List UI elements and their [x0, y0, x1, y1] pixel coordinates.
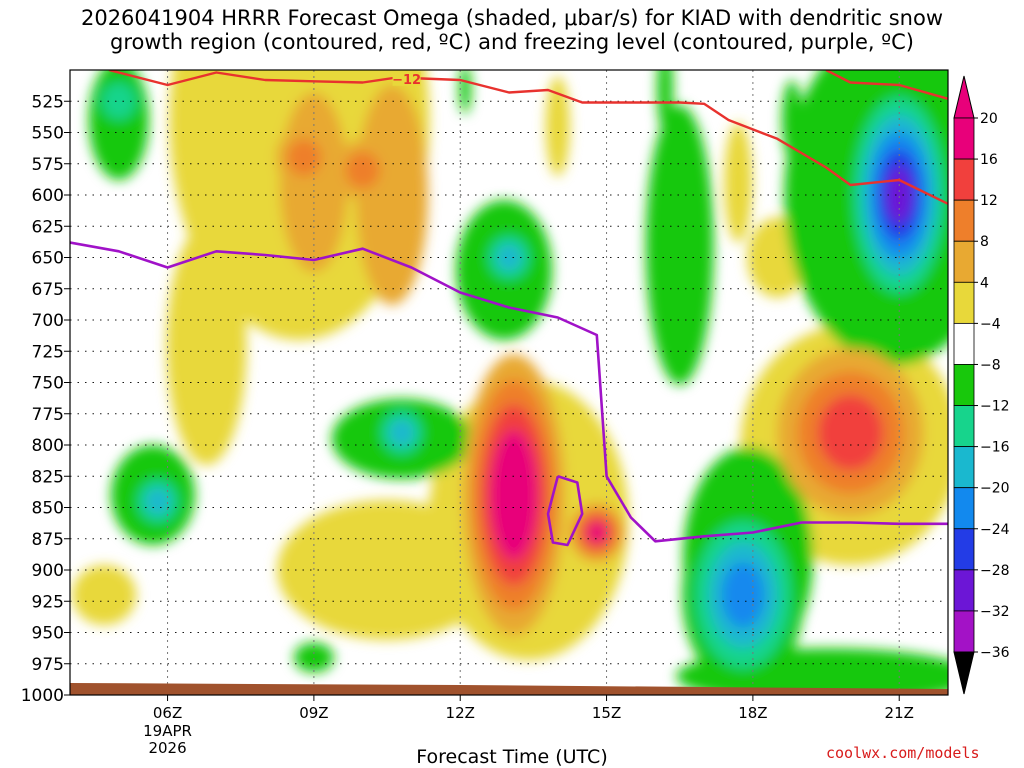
ascent-field-11z-orange: [355, 85, 428, 305]
colorbar-label: −36: [980, 645, 1010, 661]
colorbar-label: 12: [980, 193, 998, 209]
descent-field-09z-low: [293, 642, 334, 673]
freezing-level-line: [70, 241, 948, 543]
colorbar-label: −20: [980, 481, 1010, 497]
y-tick-label: 750: [32, 374, 64, 394]
y-axis: 525 550 575 600 625 650 675 700 725 750 775 800 825 8…: [21, 92, 70, 706]
y-tick-label: 575: [32, 155, 64, 175]
colorbar-label: −32: [980, 604, 1010, 620]
y-tick-label: 850: [32, 499, 64, 519]
omega-shading-fields: [72, 70, 948, 695]
dgz-contour-upper-line: [825, 70, 948, 100]
y-tick-label: 700: [32, 311, 64, 331]
y-tick-label: 650: [32, 249, 64, 269]
y-tick-label: 825: [32, 467, 64, 487]
freezing-level-loop: [546, 475, 584, 547]
x-tick-label: 12Z: [446, 704, 475, 722]
colorbar-label: −24: [980, 522, 1010, 538]
descent-field-12z-top: [459, 70, 472, 114]
y-tick-label: 900: [32, 561, 64, 581]
descent-10z-mid-level: [389, 419, 415, 446]
y-tick-label: 550: [32, 124, 64, 144]
descent-field-19z-top: [781, 80, 802, 160]
plot-area: −12: [69, 69, 949, 696]
colorbar-swatch: [953, 158, 975, 201]
y-tick-label: 800: [32, 436, 64, 456]
chart-title-line1: 2026041904 HRRR Forecast Omega (shaded, …: [80, 6, 944, 30]
descent-05z-upper-level: [101, 82, 137, 120]
colorbar-swatch: [953, 117, 975, 160]
colorbar-label: 20: [980, 111, 998, 127]
x-tick-label: 18Z: [738, 704, 767, 722]
colorbar-swatch: [953, 364, 975, 406]
descent-13z-mid-level: [496, 244, 522, 271]
ascent-10z-upper-level: [345, 151, 380, 189]
x-tick-label: 15Z: [592, 704, 621, 722]
x-tick-sublabel: 2026: [148, 739, 186, 757]
grid-lines: [70, 70, 948, 695]
y-tick-label: 950: [32, 624, 64, 644]
colorbar-label: −8: [980, 357, 1001, 373]
y-tick-label: 625: [32, 217, 64, 237]
x-tick-label: 06Z: [153, 704, 182, 722]
contour-lines: −12: [70, 70, 948, 547]
ascent-field-04z-low: [72, 565, 137, 625]
chart-title: 2026041904 HRRR Forecast Omega (shaded, …: [0, 6, 1024, 54]
colorbar: 20 16 12 8 4 −4 −8 −12 −16 −20 −24 −28 −32 −36: [953, 75, 1010, 695]
ascent-09z-upper-level: [286, 139, 322, 176]
y-tick-label: 600: [32, 186, 64, 206]
colorbar-swatch: [953, 405, 975, 448]
ascent-field-upper-17z: [724, 122, 753, 243]
y-tick-label: 925: [32, 592, 64, 612]
colorbar-swatch: [953, 610, 975, 653]
colorbar-label: 4: [980, 275, 989, 291]
dgz-contour-label: −12: [392, 73, 421, 88]
y-tick-label: 875: [32, 530, 64, 550]
descent-05z-low-level: [145, 487, 171, 515]
ascent-secondary-level: [587, 522, 607, 543]
colorbar-swatch: [953, 281, 975, 324]
colorbar-swatch: [953, 528, 975, 571]
colorbar-label: 16: [980, 152, 998, 168]
colorbar-label: −28: [980, 563, 1010, 579]
y-tick-label: 1000: [21, 686, 64, 706]
colorbar-swatch: [953, 240, 975, 283]
colorbar-label: −16: [980, 440, 1010, 456]
ascent-20z-level: [817, 395, 883, 470]
y-tick-label: 525: [32, 92, 64, 112]
credit-link[interactable]: coolwx.com/models: [826, 744, 980, 762]
descent-18z-low-level: [721, 562, 765, 628]
strong-ascent-level: [499, 454, 529, 536]
terrain-band: [70, 683, 948, 695]
colorbar-swatch: [953, 446, 975, 489]
colorbar-max-arrow: [953, 75, 975, 119]
colorbar-swatch: [953, 199, 975, 242]
y-tick-label: 975: [32, 655, 64, 675]
colorbar-label: −4: [980, 316, 1001, 332]
y-tick-label: 725: [32, 342, 64, 362]
colorbar-swatch: [953, 487, 975, 530]
descent-field-16z: [645, 105, 714, 385]
descent-field-16z-top: [657, 70, 674, 134]
x-tick-sublabel: 19APR: [143, 722, 192, 740]
colorbar-min-arrow: [953, 651, 975, 695]
y-tick-label: 775: [32, 405, 64, 425]
ascent-field-upper-center: [545, 76, 570, 177]
x-tick-label: 09Z: [299, 704, 328, 722]
colorbar-swatch: [953, 569, 975, 612]
colorbar-label: −12: [980, 399, 1010, 415]
chart-title-line2: growth region (contoured, red, ºC) and f…: [110, 30, 914, 54]
ascent-field-left-column: [166, 225, 247, 465]
dgz-contour-line: [108, 70, 948, 205]
x-axis-label: Forecast Time (UTC): [416, 746, 608, 768]
dgz-contour-label-bg: [392, 71, 421, 86]
colorbar-label: 8: [980, 234, 989, 250]
colorbar-swatch: [953, 322, 975, 365]
x-tick-label: 21Z: [885, 704, 914, 722]
omega-shading: [72, 70, 948, 695]
y-tick-label: 675: [32, 280, 64, 300]
